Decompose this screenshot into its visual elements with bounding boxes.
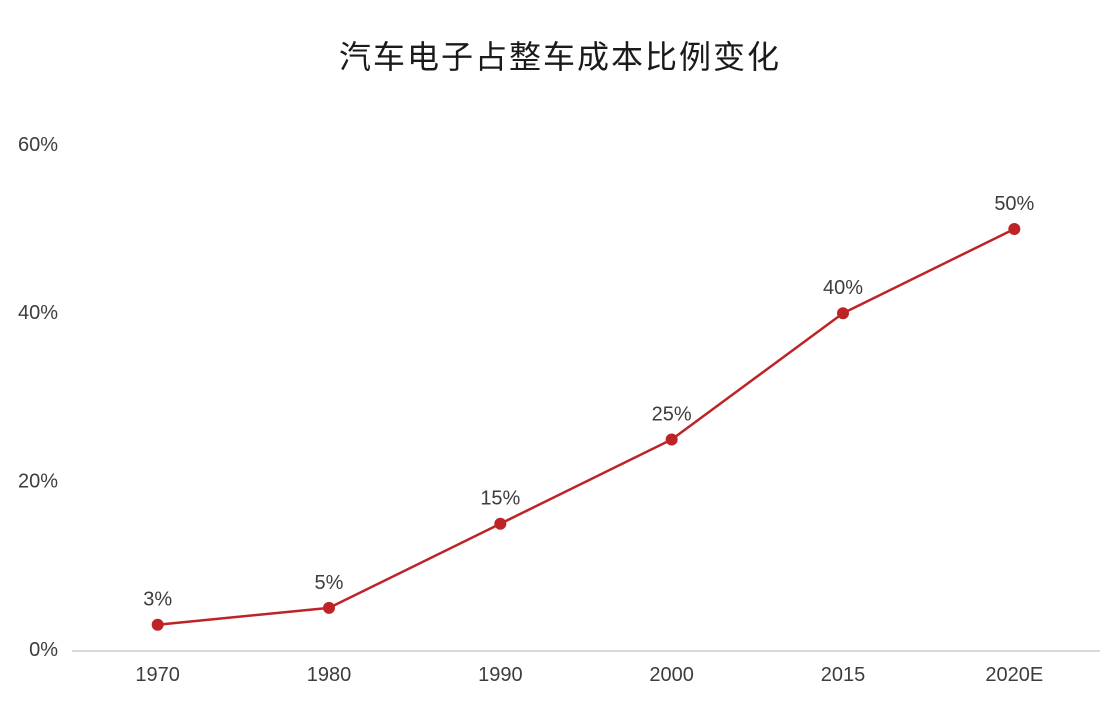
data-point-label: 5% xyxy=(315,572,344,594)
series-line xyxy=(156,227,1016,626)
x-axis-tick-label: 2000 xyxy=(649,664,694,686)
data-point-label: 40% xyxy=(823,277,863,299)
x-axis-tick-label: 1980 xyxy=(307,664,352,686)
data-point-marker xyxy=(151,618,164,631)
x-axis-tick-label: 2015 xyxy=(821,664,866,686)
data-point-label: 3% xyxy=(143,589,172,611)
x-axis-tick-label: 1990 xyxy=(478,664,523,686)
data-point-label: 50% xyxy=(994,193,1034,215)
data-point-marker xyxy=(665,433,678,446)
y-axis-tick-label: 0% xyxy=(29,639,58,661)
chart-title: 汽车电子占整车成本比例变化 xyxy=(338,39,781,75)
x-axis-tick-label: 1970 xyxy=(135,664,180,686)
data-point-marker xyxy=(323,601,335,614)
x-axis-tick-label: 2020E xyxy=(985,664,1043,686)
data-point-label: 15% xyxy=(480,488,520,510)
data-point-marker xyxy=(494,517,507,530)
data-point-label: 25% xyxy=(652,404,692,426)
y-axis-tick-label: 20% xyxy=(18,471,58,493)
data-point-marker xyxy=(837,307,849,320)
y-axis-tick-label: 40% xyxy=(18,302,58,324)
data-point-marker xyxy=(1008,223,1021,235)
y-axis-tick-label: 60% xyxy=(18,134,58,156)
